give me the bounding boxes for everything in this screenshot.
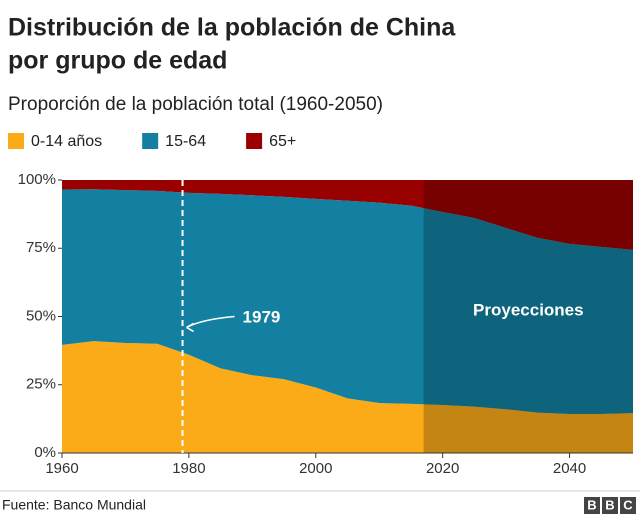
x-tick-label: 2020 xyxy=(426,460,459,477)
y-tick-label: 25% xyxy=(26,376,56,393)
y-tick-label: 100% xyxy=(18,171,56,188)
projection-label: Proyecciones xyxy=(473,301,584,320)
area xyxy=(62,180,633,250)
legend-label: 15-64 xyxy=(165,133,206,150)
x-tick-label: 1960 xyxy=(45,460,78,477)
plot-area: Proyecciones 0% 25% 50% 75% 100% 1960 1980 2000 2… xyxy=(18,171,633,477)
y-tick-label: 50% xyxy=(26,307,56,324)
x-tick-label: 1980 xyxy=(172,460,205,477)
chart-subtitle: Proporción de la población total (1960-2… xyxy=(8,94,383,115)
legend-swatch xyxy=(142,133,159,149)
chart-title: por grupo de edad xyxy=(8,47,227,75)
legend-swatch xyxy=(8,133,24,149)
logo-letter: B xyxy=(605,497,614,512)
projection-shade xyxy=(423,180,633,453)
source: Fuente: Banco Mundial xyxy=(2,497,146,513)
logo-box xyxy=(584,497,600,514)
x-tick-label: 2040 xyxy=(553,460,586,477)
legend: 0-14 años 15-64 65+ xyxy=(8,133,296,150)
logo-letter: B xyxy=(587,497,596,512)
chart-title: Distribución de la población de China xyxy=(8,14,456,42)
y-tick-label: 75% xyxy=(26,239,56,256)
logo-box xyxy=(602,497,618,514)
annotation: 1979 xyxy=(243,307,281,326)
legend-swatch xyxy=(246,133,263,149)
arrow-head xyxy=(186,322,194,333)
logo-box xyxy=(620,497,636,514)
x-tick-label: 2000 xyxy=(299,460,332,477)
legend-label: 0-14 años xyxy=(31,133,102,150)
logo-letter: C xyxy=(623,497,633,512)
legend-label: 65+ xyxy=(269,133,296,150)
area xyxy=(62,341,633,453)
y-tick-label: 0% xyxy=(34,444,56,461)
area xyxy=(62,189,633,414)
